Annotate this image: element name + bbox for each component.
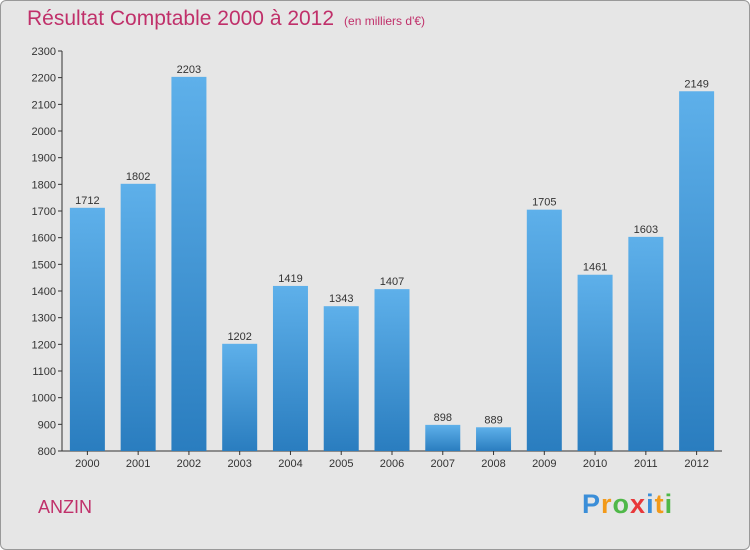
data-label: 1802 (126, 171, 150, 183)
bar (476, 427, 512, 451)
data-label: 1705 (532, 197, 556, 209)
y-tick-label: 1100 (32, 366, 56, 378)
x-tick-label: 2003 (227, 458, 251, 470)
x-tick-label: 2012 (684, 458, 708, 470)
bar (526, 209, 562, 451)
y-tick-label: 2300 (32, 46, 56, 58)
data-label: 1712 (75, 195, 99, 207)
bar (425, 424, 461, 451)
data-label: 889 (484, 414, 502, 426)
chart-title: Résultat Comptable 2000 à 2012 (27, 7, 335, 30)
bar (120, 183, 156, 452)
bar (272, 285, 308, 451)
y-tick-label: 2100 (32, 99, 56, 111)
y-tick-label: 1400 (32, 286, 56, 298)
data-label: 1202 (227, 331, 251, 343)
x-tick-label: 2000 (75, 458, 99, 470)
x-tick-label: 2005 (329, 458, 353, 470)
bar (69, 207, 105, 451)
y-tick-label: 1200 (32, 339, 56, 351)
bar (577, 274, 613, 451)
logo-letter: i (664, 489, 674, 519)
logo-letter: i (646, 489, 655, 519)
data-label: 1343 (329, 293, 353, 305)
data-label: 1407 (380, 276, 404, 288)
data-label: 2203 (177, 64, 201, 76)
data-label: 1419 (278, 273, 302, 285)
data-label: 1603 (634, 224, 658, 236)
x-tick-label: 2002 (177, 458, 201, 470)
y-tick-label: 800 (38, 446, 56, 458)
logo-letter: x (630, 489, 647, 519)
bar (679, 91, 715, 452)
y-tick-label: 1000 (32, 393, 56, 405)
data-label: 1461 (583, 262, 607, 274)
data-label: 898 (434, 412, 452, 424)
y-tick-label: 1600 (32, 233, 56, 245)
logo-letter: t (654, 489, 665, 519)
commune-name: ANZIN (38, 497, 92, 517)
y-tick-label: 900 (38, 419, 56, 431)
bar (323, 306, 359, 451)
y-tick-label: 1900 (32, 153, 56, 165)
x-tick-label: 2007 (431, 458, 455, 470)
x-tick-label: 2010 (583, 458, 607, 470)
y-tick-label: 1300 (32, 313, 56, 325)
logo-letter: P (582, 489, 602, 519)
x-tick-label: 2009 (532, 458, 556, 470)
y-tick-label: 2000 (32, 126, 56, 138)
bar (628, 236, 664, 451)
bar (171, 76, 207, 451)
y-tick-label: 1700 (32, 206, 56, 218)
logo-letter: o (612, 489, 631, 519)
bar (222, 343, 258, 451)
chart-unit: (en milliers d'€) (344, 14, 426, 28)
bar (374, 289, 410, 451)
x-tick-label: 2008 (481, 458, 505, 470)
x-tick-label: 2001 (126, 458, 150, 470)
data-label: 2149 (684, 78, 708, 90)
x-tick-label: 2011 (634, 458, 658, 470)
logo-letter: r (601, 489, 613, 519)
chart-title-block: Résultat Comptable 2000 à 2012 (en millie… (27, 7, 425, 31)
proxiti-logo: Proxiti (582, 489, 673, 520)
x-tick-label: 2004 (278, 458, 302, 470)
y-tick-label: 1500 (32, 259, 56, 271)
y-tick-label: 1800 (32, 179, 56, 191)
y-tick-label: 2200 (32, 73, 56, 85)
x-tick-label: 2006 (380, 458, 404, 470)
